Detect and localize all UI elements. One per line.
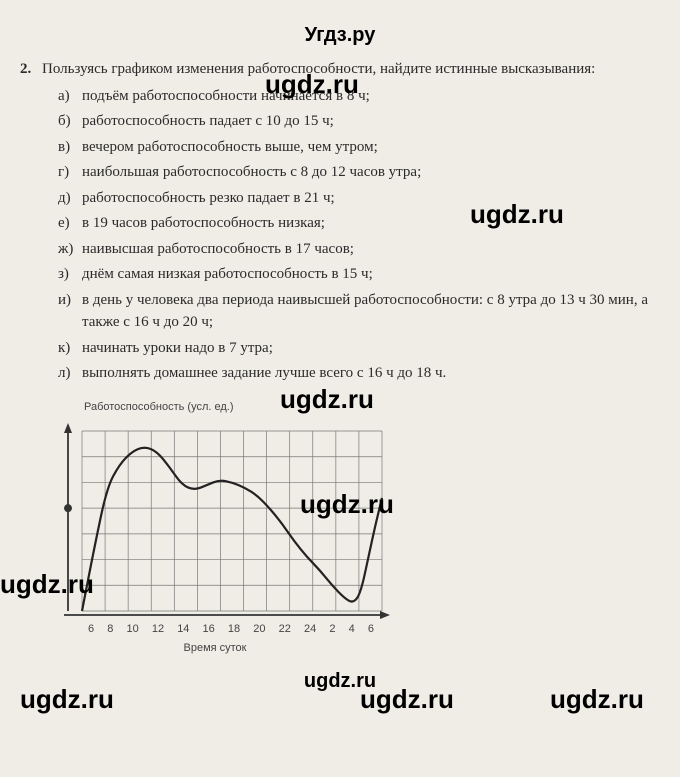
x-tick-label: 6 xyxy=(88,621,94,638)
list-item: ж)наивысшая работоспособность в 17 часов… xyxy=(58,238,660,261)
item-label: и) xyxy=(58,289,82,334)
chart-y-title: Работоспособность (усл. ед.) xyxy=(84,399,660,416)
item-text: наивысшая работоспособность в 17 часов; xyxy=(82,238,660,261)
item-label: з) xyxy=(58,263,82,286)
list-item: д)работоспособность резко падает в 21 ч; xyxy=(58,187,660,210)
item-label: л) xyxy=(58,362,82,385)
x-tick-label: 12 xyxy=(152,621,164,638)
chart: Работоспособность (усл. ед.) 68101214161… xyxy=(50,399,660,657)
list-item: з)днём самая низкая работоспособность в … xyxy=(58,263,660,286)
item-text: вечером работоспособность выше, чем утро… xyxy=(82,136,660,159)
item-text: работоспособность падает с 10 до 15 ч; xyxy=(82,110,660,133)
list-item: б)работоспособность падает с 10 до 15 ч; xyxy=(58,110,660,133)
item-label: б) xyxy=(58,110,82,133)
question-text: Пользуясь графиком изменения работоспосо… xyxy=(42,58,660,81)
item-text: начинать уроки надо в 7 утра; xyxy=(82,337,660,360)
x-tick-label: 8 xyxy=(107,621,113,638)
question: 2. Пользуясь графиком изменения работосп… xyxy=(20,58,660,81)
item-label: е) xyxy=(58,212,82,235)
item-text: работоспособность резко падает в 21 ч; xyxy=(82,187,660,210)
list-item: е)в 19 часов работоспособность низкая; xyxy=(58,212,660,235)
items-list: а)подъём работоспособности начинается в … xyxy=(58,85,660,385)
question-number: 2. xyxy=(20,58,42,81)
list-item: л)выполнять домашнее задание лучше всего… xyxy=(58,362,660,385)
x-tick-label: 6 xyxy=(368,621,374,638)
list-item: а)подъём работоспособности начинается в … xyxy=(58,85,660,108)
item-label: ж) xyxy=(58,238,82,261)
chart-x-title: Время суток xyxy=(70,640,360,657)
x-tick-label: 24 xyxy=(304,621,316,638)
x-tick-label: 16 xyxy=(203,621,215,638)
item-label: г) xyxy=(58,161,82,184)
item-text: днём самая низкая работоспособность в 15… xyxy=(82,263,660,286)
item-text: в день у человека два периода наивысшей … xyxy=(82,289,660,334)
x-tick-label: 22 xyxy=(279,621,291,638)
item-text: наибольшая работоспособность с 8 до 12 ч… xyxy=(82,161,660,184)
item-text: выполнять домашнее задание лучше всего с… xyxy=(82,362,660,385)
footer-watermark: ugdz.ru xyxy=(20,666,660,696)
header-watermark: Угдз.ру xyxy=(20,20,660,50)
item-label: в) xyxy=(58,136,82,159)
list-item: г)наибольшая работоспособность с 8 до 12… xyxy=(58,161,660,184)
item-text: в 19 часов работоспособность низкая; xyxy=(82,212,660,235)
list-item: к)начинать уроки надо в 7 утра; xyxy=(58,337,660,360)
x-tick-label: 10 xyxy=(126,621,138,638)
chart-x-labels: 681012141618202224246 xyxy=(88,621,374,638)
item-label: д) xyxy=(58,187,82,210)
chart-svg xyxy=(50,421,392,621)
item-label: к) xyxy=(58,337,82,360)
x-tick-label: 4 xyxy=(349,621,355,638)
item-text: подъём работоспособности начинается в 8 … xyxy=(82,85,660,108)
x-tick-label: 20 xyxy=(253,621,265,638)
x-tick-label: 14 xyxy=(177,621,189,638)
list-item: в)вечером работоспособность выше, чем ут… xyxy=(58,136,660,159)
x-tick-label: 2 xyxy=(329,621,335,638)
list-item: и)в день у человека два периода наивысше… xyxy=(58,289,660,334)
x-tick-label: 18 xyxy=(228,621,240,638)
item-label: а) xyxy=(58,85,82,108)
